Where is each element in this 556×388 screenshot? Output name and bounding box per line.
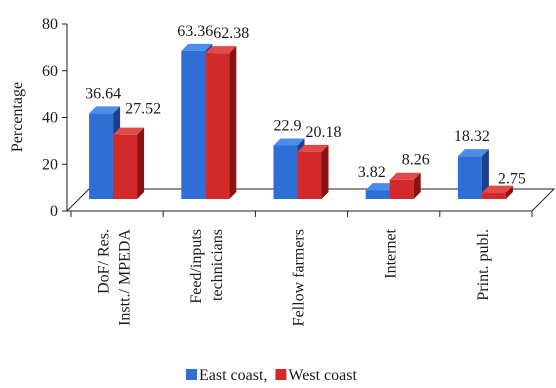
category-label-line: DoF/ Res. bbox=[96, 229, 113, 294]
y-tick-label: 80 bbox=[42, 16, 58, 33]
bar-front bbox=[89, 113, 113, 199]
data-label: 18.32 bbox=[454, 128, 490, 145]
bar-front bbox=[366, 190, 390, 199]
category-label-3: Internet bbox=[383, 228, 400, 278]
data-label: 20.18 bbox=[306, 124, 342, 141]
data-label: 2.75 bbox=[498, 171, 526, 188]
category-label-0: DoF/ Res. Instt./ MPEDA bbox=[96, 229, 134, 326]
data-label: 62.38 bbox=[213, 25, 249, 42]
chart-category-labels: DoF/ Res. Instt./ MPEDA Feed/inputs technic… bbox=[96, 228, 492, 326]
legend-label: West coast bbox=[288, 367, 357, 384]
bar-front bbox=[482, 193, 506, 199]
category-label-line: Internet bbox=[383, 228, 400, 278]
chart-legend: East coast, West coast bbox=[186, 367, 357, 384]
bar-front bbox=[113, 135, 137, 199]
data-label: 36.64 bbox=[85, 85, 121, 102]
bar-side bbox=[229, 46, 236, 199]
y-tick-label: 40 bbox=[42, 110, 58, 127]
category-label-line: Feed/inputs bbox=[188, 229, 205, 304]
category-label-1: Feed/inputs technicians bbox=[188, 229, 226, 304]
bar-front bbox=[274, 145, 298, 199]
category-label-line: technicians bbox=[209, 229, 226, 301]
bar-side bbox=[137, 128, 144, 199]
y-tick-label: 0 bbox=[50, 203, 58, 220]
y-tick-label: 20 bbox=[42, 156, 58, 173]
category-label-line: Instt./ MPEDA bbox=[117, 229, 134, 326]
y-tick-label: 60 bbox=[42, 63, 58, 80]
legend-label: East coast, bbox=[199, 367, 267, 384]
bar-front bbox=[390, 180, 414, 199]
bar-west-2 bbox=[298, 145, 329, 199]
category-label-4: Print. publ. bbox=[475, 229, 492, 301]
data-label: 3.82 bbox=[358, 164, 386, 181]
bar-west-3 bbox=[390, 173, 421, 199]
category-label-line: Fellow farmers bbox=[291, 229, 308, 326]
legend-swatch bbox=[275, 369, 286, 380]
bar-side bbox=[322, 145, 329, 199]
data-label: 8.26 bbox=[402, 152, 430, 169]
data-label: 27.52 bbox=[125, 101, 161, 118]
bar-front bbox=[205, 53, 229, 199]
category-label-line: Print. publ. bbox=[475, 229, 492, 301]
y-axis-title: Percentage bbox=[9, 82, 26, 152]
bar-west-0 bbox=[113, 128, 144, 199]
bar-west-1 bbox=[205, 46, 236, 199]
bar-front bbox=[181, 51, 205, 199]
bar-front bbox=[458, 156, 482, 199]
data-label: 63.36 bbox=[177, 23, 213, 40]
data-label: 22.9 bbox=[274, 117, 302, 134]
legend-swatch bbox=[186, 369, 197, 380]
category-label-2: Fellow farmers bbox=[291, 229, 308, 326]
bar-front bbox=[298, 152, 322, 199]
